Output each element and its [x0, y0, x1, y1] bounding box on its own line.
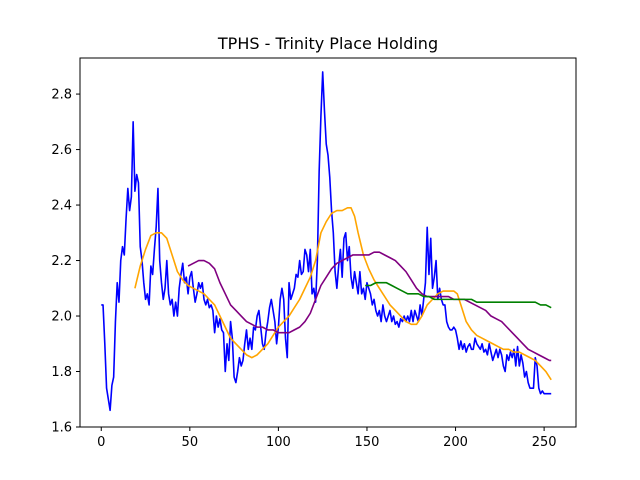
y-tick-label: 2.8: [51, 88, 72, 103]
y-tick-label: 2.4: [51, 199, 72, 214]
x-tick-label: 0: [97, 435, 105, 450]
series-line-3: [187, 251, 552, 362]
series-line-4: [365, 281, 552, 309]
plot-frame: [79, 57, 577, 428]
x-axis: 0 50 100 150 200 250: [97, 427, 557, 450]
x-tick-label: 50: [182, 435, 199, 450]
y-tick-label: 2.0: [51, 310, 72, 325]
series-line-2: [134, 207, 552, 381]
x-tick-label: 100: [266, 435, 291, 450]
x-tick-label: 250: [532, 435, 557, 450]
series-line-1: [101, 71, 552, 412]
series-layer: [101, 71, 552, 412]
y-tick-label: 2.2: [51, 254, 72, 269]
y-axis: 1.6 1.8 2.0 2.2 2.4 2.6 2.8: [51, 88, 80, 436]
x-tick-label: 150: [355, 435, 380, 450]
y-tick-label: 1.6: [51, 421, 72, 436]
y-tick-label: 2.6: [51, 143, 72, 158]
x-tick-label: 200: [443, 435, 468, 450]
chart-title: TPHS - Trinity Place Holding: [217, 34, 438, 53]
y-tick-label: 1.8: [51, 365, 72, 380]
